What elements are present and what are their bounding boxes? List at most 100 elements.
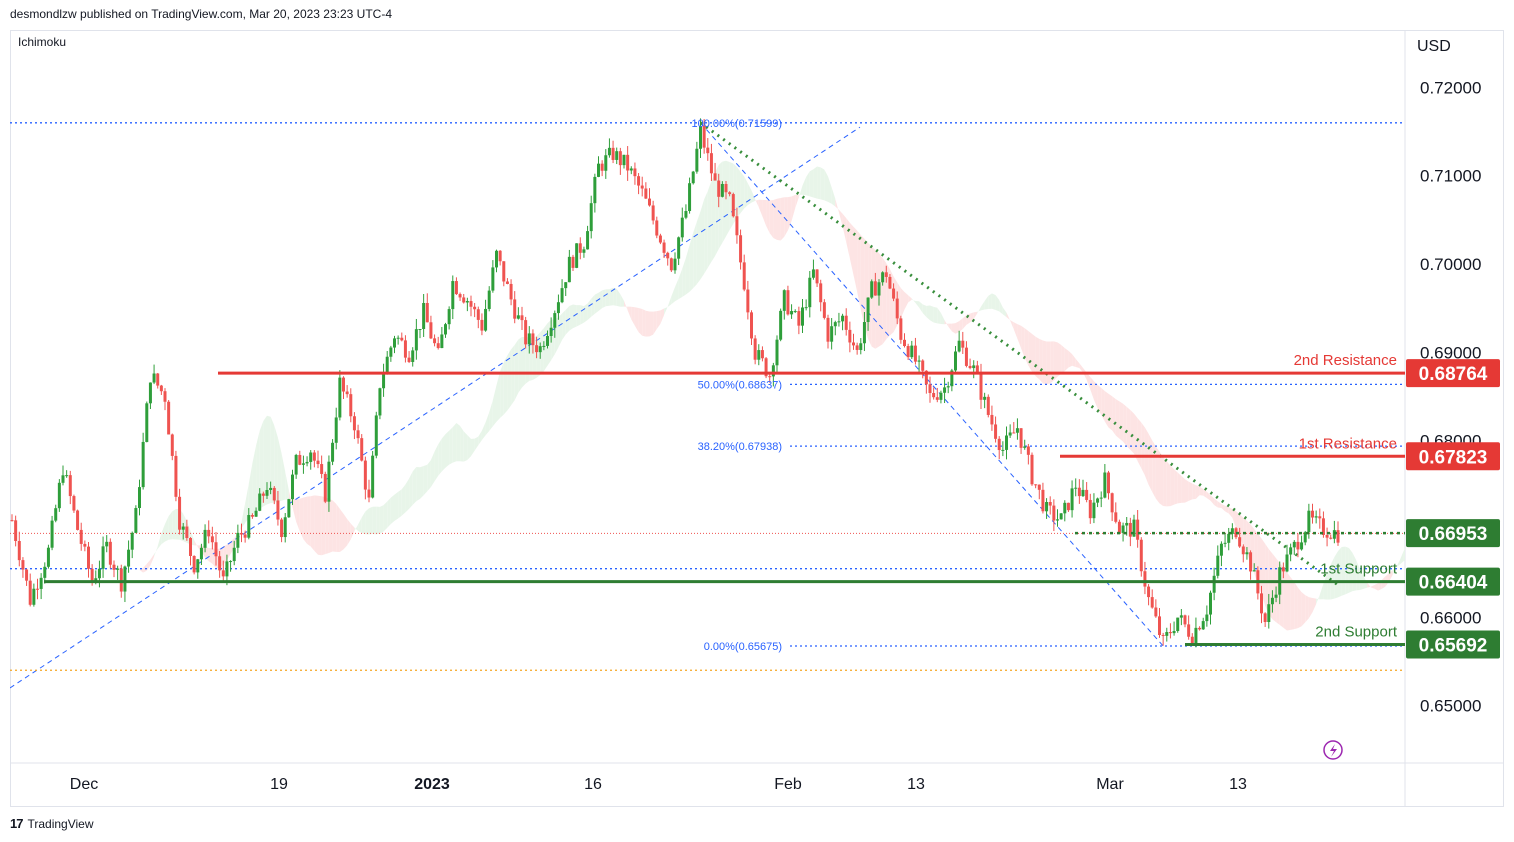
- candle-body: [28, 580, 32, 605]
- candle-body: [680, 217, 684, 238]
- candle-body: [345, 391, 349, 395]
- ichimoku-cloud: [798, 185, 803, 198]
- candle-body: [462, 297, 466, 303]
- candle-body: [1063, 502, 1067, 514]
- price-tick-label: 0.69000: [1420, 343, 1481, 362]
- candle-body: [1139, 539, 1143, 572]
- ichimoku-cloud: [926, 305, 930, 321]
- ichimoku-cloud: [922, 304, 927, 318]
- candle-body: [1154, 607, 1158, 617]
- candle-body: [1198, 627, 1202, 630]
- ichimoku-cloud: [711, 172, 716, 262]
- ichimoku-cloud: [605, 289, 610, 307]
- tradingview-logo-icon[interactable]: 17: [10, 816, 24, 831]
- ichimoku-cloud: [1042, 340, 1047, 385]
- ichimoku-cloud: [1068, 350, 1073, 368]
- ichimoku-cloud: [736, 166, 741, 219]
- lightning-icon[interactable]: [1323, 740, 1343, 760]
- time-tick-label: Dec: [70, 776, 98, 793]
- ichimoku-cloud: [959, 318, 963, 332]
- candle-body: [363, 460, 367, 490]
- ichimoku-cloud: [667, 296, 672, 308]
- candle-body: [422, 302, 426, 330]
- ichimoku-cloud: [146, 559, 151, 571]
- candle-body: [560, 288, 564, 303]
- ichimoku-cloud: [1141, 422, 1145, 476]
- ichimoku-cloud: [1181, 475, 1185, 503]
- ichimoku-cloud: [1210, 495, 1215, 505]
- candle-body: [189, 538, 192, 556]
- ichimoku-cloud: [718, 161, 723, 249]
- candle-body: [848, 329, 852, 343]
- candle-body: [1070, 488, 1074, 511]
- ichimoku-cloud: [1334, 551, 1338, 599]
- ichimoku-cloud: [879, 253, 883, 347]
- ichimoku-cloud: [1108, 393, 1113, 431]
- candle-body: [994, 424, 998, 439]
- candle-body: [138, 487, 141, 509]
- ichimoku-cloud: [1148, 433, 1153, 492]
- level-value-badge: [1406, 630, 1500, 659]
- candle-body: [214, 542, 218, 557]
- candle-body: [644, 188, 648, 199]
- ichimoku-cloud: [787, 196, 792, 231]
- candle-body: [218, 556, 222, 571]
- candle-body: [618, 151, 622, 166]
- candle-body: [1012, 432, 1016, 434]
- candle-body: [1117, 521, 1121, 533]
- ichimoku-cloud: [267, 415, 271, 505]
- ichimoku-cloud: [642, 309, 646, 337]
- ichimoku-cloud: [303, 496, 308, 544]
- candle-body: [283, 517, 287, 538]
- candle-body: [185, 526, 189, 539]
- ichimoku-cloud: [379, 505, 384, 534]
- ichimoku-cloud: [441, 434, 446, 472]
- ichimoku-cloud: [587, 298, 592, 320]
- ichimoku-cloud: [511, 344, 515, 406]
- candle-body: [498, 250, 502, 262]
- candle-body: [418, 329, 422, 331]
- ichimoku-cloud: [802, 176, 807, 196]
- indicator-label[interactable]: Ichimoku: [18, 35, 66, 49]
- candle-body: [1077, 487, 1081, 497]
- candle-body: [14, 520, 18, 542]
- ichimoku-cloud: [336, 503, 340, 553]
- ichimoku-cloud: [277, 437, 282, 502]
- candle-body: [243, 534, 247, 538]
- ichimoku-cloud: [467, 435, 471, 460]
- candle-body: [1074, 487, 1078, 489]
- candle-body: [79, 529, 83, 544]
- ichimoku-cloud: [1312, 597, 1317, 613]
- candle-body: [655, 220, 659, 236]
- candle-body: [509, 283, 513, 300]
- ichimoku-cloud: [263, 415, 267, 507]
- ichimoku-cloud: [820, 167, 825, 201]
- candle-body: [1183, 615, 1187, 625]
- ichimoku-cloud: [780, 197, 785, 241]
- ichimoku-cloud: [114, 540, 118, 548]
- chart-frame[interactable]: [10, 30, 1504, 807]
- ichimoku-cloud: [1061, 344, 1065, 374]
- footer-brand[interactable]: TradingView: [27, 816, 94, 831]
- candle-body: [983, 396, 987, 400]
- candle-body: [884, 272, 888, 277]
- candle-body: [542, 345, 546, 347]
- ichimoku-cloud: [634, 307, 639, 333]
- ichimoku-cloud: [507, 349, 512, 411]
- candle-body: [269, 487, 273, 491]
- candle-body: [46, 547, 50, 567]
- candle-body: [866, 297, 870, 323]
- ichimoku-cloud: [270, 416, 275, 504]
- ichimoku-cloud: [973, 311, 978, 319]
- ichimoku-cloud: [1006, 312, 1011, 321]
- candle-body: [975, 365, 979, 374]
- ichimoku-cloud: [951, 323, 956, 334]
- ichimoku-cloud: [1359, 568, 1364, 590]
- ichimoku-cloud: [536, 332, 541, 378]
- candle-body: [1037, 484, 1041, 490]
- ichimoku-cloud: [496, 371, 501, 422]
- time-tick-label: 16: [584, 776, 602, 793]
- candle-body: [1307, 510, 1311, 533]
- ichimoku-cloud: [835, 198, 839, 213]
